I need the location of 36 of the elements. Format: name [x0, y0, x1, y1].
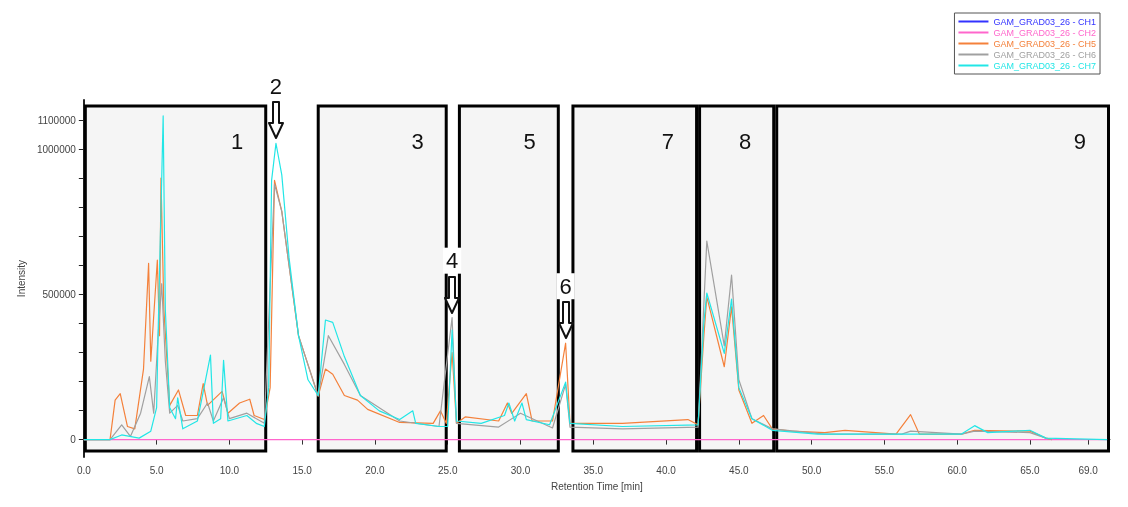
x-tick-label: 0.0	[76, 464, 92, 476]
band-label: 3	[411, 128, 424, 154]
band-label: 9	[1073, 128, 1086, 154]
annotation: 2	[269, 73, 283, 99]
legend-label: GAM_GRAD03_26 - CH1	[993, 16, 1097, 27]
x-tick-label: 35.0	[583, 464, 604, 476]
y-tick-label: 0	[70, 434, 77, 446]
y-tick-label: 500000	[42, 288, 77, 300]
x-tick-label: 60.0	[947, 464, 968, 476]
legend-label: GAM_GRAD03_26 - CH2	[993, 27, 1097, 38]
y-axis-title: Intensity	[15, 259, 27, 298]
x-tick-label: 30.0	[510, 464, 531, 476]
x-tick-label: 10.0	[219, 464, 240, 476]
band-label: 8	[738, 128, 752, 154]
x-tick-label: 5.0	[149, 464, 164, 476]
x-tick-label: 55.0	[874, 464, 895, 476]
y-tick-label: 1100000	[37, 114, 77, 126]
x-tick-label: 69.0	[1078, 464, 1099, 476]
legend-label: GAM_GRAD03_26 - CH6	[993, 49, 1097, 60]
x-tick-label: 45.0	[729, 464, 749, 476]
annotation: 6	[559, 273, 572, 299]
x-tick-label: 20.0	[365, 464, 386, 476]
band-label: 5	[523, 128, 536, 154]
y-tick-label: 1000000	[36, 143, 77, 155]
line-series	[83, 115, 1108, 441]
band-label: 1	[230, 128, 244, 154]
x-axis-title: Retention Time [min]	[551, 480, 643, 492]
band-label: 7	[661, 128, 675, 154]
x-tick-label: 65.0	[1020, 464, 1041, 476]
annotation: 4	[445, 248, 459, 274]
x-tick-label: 40.0	[656, 464, 677, 476]
legend-label: GAM_GRAD03_26 - CH5	[993, 38, 1097, 49]
x-tick-label: 15.0	[292, 464, 313, 476]
legend-label: GAM_GRAD03_26 - CH7	[993, 60, 1097, 71]
x-tick-label: 25.0	[437, 464, 458, 476]
x-tick-label: 50.0	[801, 464, 822, 476]
